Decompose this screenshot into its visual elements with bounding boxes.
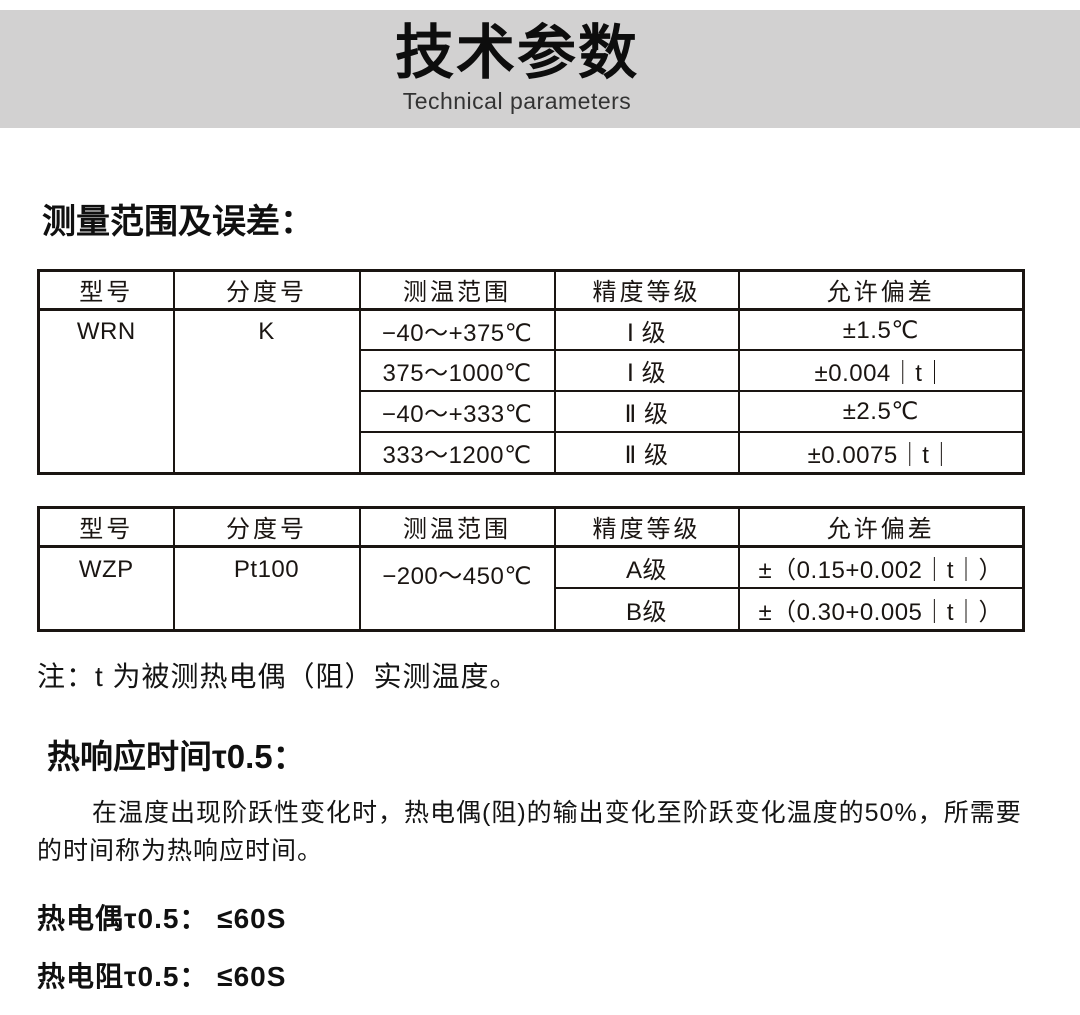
response-section-heading: 热响应时间τ0.5： — [47, 737, 306, 775]
table-row: 333～1200℃ Ⅱ 级 ±0.0075｜t｜ — [39, 431, 1025, 475]
measurement-section-heading: 测量范围及误差： — [42, 203, 314, 241]
header-cell-model: 型号 — [37, 506, 175, 548]
header-cell-accuracy: 精度等级 — [553, 269, 740, 311]
graduation-cell: K — [172, 308, 361, 475]
rtd-table: 型号 分度号 测温范围 精度等级 允许偏差 WZP Pt100 −200～450… — [37, 505, 1025, 632]
header-cell-accuracy: 精度等级 — [553, 506, 740, 548]
content-area: 测量范围及误差： 型号 分度号 测温范围 精度等级 允许偏差 WRN K −40… — [37, 202, 1025, 995]
title-group: 技术参数 Technical parameters — [394, 19, 639, 116]
accuracy-cell: Ⅱ 级 — [553, 431, 740, 475]
model-cell: WZP — [37, 545, 175, 632]
table-row: −40～+333℃ Ⅱ 级 ±2.5℃ — [39, 390, 1025, 434]
deviation-cell: ±1.5℃ — [737, 308, 1025, 352]
page-subtitle: Technical parameters — [402, 88, 632, 115]
table-row: WRN K −40～+375℃ Ⅰ 级 ±1.5℃ — [37, 308, 1025, 475]
deviation-cell: ±（0.15+0.002｜t｜） — [737, 545, 1025, 590]
header-cell-deviation: 允许偏差 — [737, 506, 1025, 548]
range-cell: −200～450℃ — [358, 545, 556, 632]
deviation-cell: ±0.0075｜t｜ — [737, 431, 1025, 475]
page-title: 技术参数 — [394, 19, 639, 86]
table-row: B级 ±（0.30+0.005｜t｜） — [39, 587, 1025, 632]
accuracy-cell: B级 — [553, 587, 740, 632]
accuracy-cell: Ⅰ 级 — [553, 349, 740, 393]
accuracy-cell: A级 — [553, 545, 740, 590]
model-cell: WRN — [37, 308, 175, 475]
rtd-response-line: 热电阻τ0.5： ≤60S — [37, 960, 287, 992]
range-cell: 333～1200℃ — [358, 431, 556, 475]
footnote: 注：t 为被测热电偶（阻）实测温度。 — [37, 660, 519, 692]
table-row: WZP Pt100 −200～450℃ A级 ±（0.15+0.002｜t｜） — [37, 545, 1025, 632]
title-band: 技术参数 Technical parameters — [0, 10, 1080, 128]
accuracy-cell: Ⅱ 级 — [553, 390, 740, 434]
header-cell-deviation: 允许偏差 — [737, 269, 1025, 311]
range-cell: −40～+333℃ — [358, 390, 556, 434]
header-cell-range: 测温范围 — [358, 506, 556, 548]
header-cell-range: 测温范围 — [358, 269, 556, 311]
table-header-row: 型号 分度号 测温范围 精度等级 允许偏差 — [37, 506, 1025, 548]
thermocouple-response-line: 热电偶τ0.5： ≤60S — [37, 902, 287, 934]
header-cell-model: 型号 — [37, 269, 175, 311]
table-header-row: 型号 分度号 测温范围 精度等级 允许偏差 — [37, 269, 1025, 311]
range-cell: −40～+375℃ — [358, 308, 556, 352]
accuracy-cell: Ⅰ 级 — [553, 308, 740, 352]
deviation-cell: ±（0.30+0.005｜t｜） — [737, 587, 1025, 632]
deviation-cell: ±2.5℃ — [737, 390, 1025, 434]
deviation-cell: ±0.004｜t｜ — [737, 349, 1025, 393]
table-row: 375～1000℃ Ⅰ 级 ±0.004｜t｜ — [39, 349, 1025, 393]
range-cell: 375～1000℃ — [358, 349, 556, 393]
graduation-cell: Pt100 — [172, 545, 361, 632]
header-cell-graduation: 分度号 — [172, 506, 361, 548]
response-description: 在温度出现阶跃性变化时，热电偶(阻)的输出变化至阶跃变化温度的50%，所需要的时… — [37, 798, 1022, 865]
thermocouple-table: 型号 分度号 测温范围 精度等级 允许偏差 WRN K −40～+375℃ Ⅰ … — [37, 268, 1025, 475]
header-cell-graduation: 分度号 — [172, 269, 361, 311]
